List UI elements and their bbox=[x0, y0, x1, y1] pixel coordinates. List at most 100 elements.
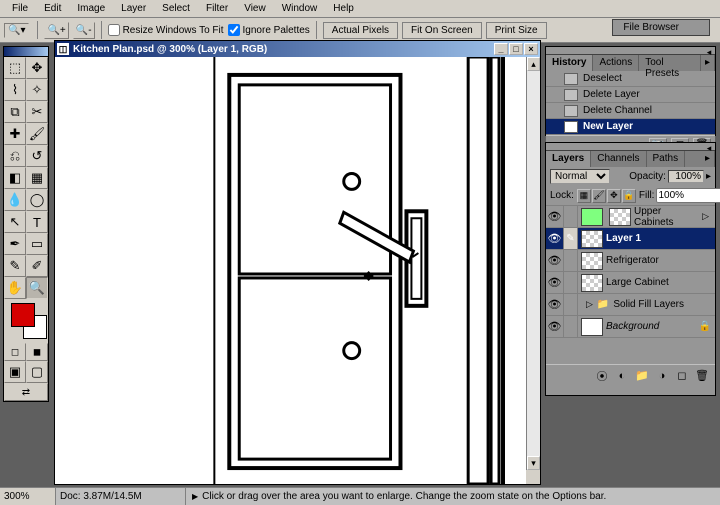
layer-row-folder[interactable]: 👁 ▷ 📁 Solid Fill Layers bbox=[546, 294, 715, 316]
zoom-in-icon[interactable]: 🔍+ bbox=[44, 22, 68, 39]
stamp-tool[interactable]: ⎌ bbox=[4, 145, 26, 167]
heal-tool[interactable]: ✚ bbox=[4, 123, 26, 145]
lock-move-icon[interactable]: ✥ bbox=[607, 189, 621, 203]
type-tool[interactable]: T bbox=[26, 211, 48, 233]
menu-select[interactable]: Select bbox=[154, 1, 198, 16]
visibility-icon[interactable]: 👁 bbox=[546, 250, 564, 271]
visibility-icon[interactable]: 👁 bbox=[546, 316, 564, 337]
foreground-color-swatch[interactable] bbox=[11, 303, 35, 327]
zoom-tool-indicator[interactable]: 🔍▾ bbox=[4, 23, 29, 38]
lock-all-icon[interactable]: 🔒 bbox=[622, 189, 636, 203]
menu-window[interactable]: Window bbox=[274, 1, 326, 16]
layer-mask-thumb[interactable] bbox=[609, 208, 631, 226]
layer-row-active[interactable]: 👁✎ Layer 1 bbox=[546, 228, 715, 250]
brush-tool[interactable]: 🖌 bbox=[26, 123, 48, 145]
scroll-down-button[interactable]: ▾ bbox=[527, 456, 540, 470]
layer-thumb[interactable] bbox=[581, 208, 603, 226]
pen-tool[interactable]: ✒ bbox=[4, 233, 26, 255]
delete-layer-icon[interactable]: 🗑 bbox=[693, 368, 711, 384]
move-tool[interactable]: ✥ bbox=[26, 57, 48, 79]
close-button[interactable]: × bbox=[524, 43, 538, 55]
status-doc-size[interactable]: Doc: 3.87M/14.5M bbox=[56, 488, 186, 505]
canvas-area[interactable] bbox=[55, 57, 526, 484]
notes-tool[interactable]: ✎ bbox=[4, 255, 26, 277]
layer-row[interactable]: 👁 Refrigerator bbox=[546, 250, 715, 272]
lasso-tool[interactable]: ⌇ bbox=[4, 79, 26, 101]
layer-set-icon[interactable]: 📁 bbox=[633, 368, 651, 384]
layer-thumb[interactable] bbox=[581, 230, 603, 248]
opacity-input[interactable] bbox=[668, 170, 704, 183]
menu-edit[interactable]: Edit bbox=[36, 1, 69, 16]
gradient-tool[interactable]: ▦ bbox=[26, 167, 48, 189]
layers-tab[interactable]: Layers bbox=[546, 151, 591, 167]
resize-windows-checkbox[interactable]: Resize Windows To Fit bbox=[108, 24, 224, 36]
layer-row[interactable]: 👁 Upper Cabinets ▷ bbox=[546, 206, 715, 228]
minimize-button[interactable]: _ bbox=[494, 43, 508, 55]
layer-row[interactable]: 👁 Background 🔒 bbox=[546, 316, 715, 338]
color-swatches[interactable] bbox=[8, 303, 44, 339]
menu-help[interactable]: Help bbox=[325, 1, 362, 16]
hand-tool[interactable]: ✋ bbox=[4, 277, 26, 299]
layer-style-icon[interactable]: ⦿ bbox=[593, 368, 611, 384]
status-zoom[interactable]: 300% bbox=[0, 488, 56, 505]
tool-presets-tab[interactable]: Tool Presets bbox=[639, 55, 701, 71]
visibility-icon[interactable]: 👁 bbox=[546, 272, 564, 293]
layer-row[interactable]: 👁 Large Cabinet bbox=[546, 272, 715, 294]
history-item-active[interactable]: New Layer bbox=[546, 119, 715, 135]
lock-paint-icon[interactable]: 🖌 bbox=[592, 189, 606, 203]
slice-tool[interactable]: ✂ bbox=[26, 101, 48, 123]
shape-tool[interactable]: ▭ bbox=[26, 233, 48, 255]
channels-tab[interactable]: Channels bbox=[591, 151, 646, 167]
history-item[interactable]: Delete Layer bbox=[546, 87, 715, 103]
folder-toggle-icon[interactable]: ▷ bbox=[586, 299, 593, 310]
layer-thumb[interactable] bbox=[581, 252, 603, 270]
opacity-arrow-icon[interactable]: ▸ bbox=[706, 171, 711, 182]
file-browser-tab[interactable]: File Browser bbox=[612, 19, 710, 36]
visibility-icon[interactable]: 👁 bbox=[546, 206, 564, 227]
jump-to[interactable]: ⇄ bbox=[4, 383, 48, 401]
layer-thumb[interactable] bbox=[581, 318, 603, 336]
print-size-button[interactable]: Print Size bbox=[486, 22, 547, 39]
layers-menu-icon[interactable]: ▸ bbox=[701, 151, 715, 167]
marquee-tool[interactable]: ⬚ bbox=[4, 57, 26, 79]
eraser-tool[interactable]: ◧ bbox=[4, 167, 26, 189]
maximize-button[interactable]: □ bbox=[509, 43, 523, 55]
paths-tab[interactable]: Paths bbox=[647, 151, 686, 167]
menu-file[interactable]: File bbox=[4, 1, 36, 16]
history-brush-tool[interactable]: ↺ bbox=[26, 145, 48, 167]
zoom-tool[interactable]: 🔍 bbox=[26, 277, 48, 299]
history-item[interactable]: Deselect bbox=[546, 71, 715, 87]
menu-layer[interactable]: Layer bbox=[113, 1, 154, 16]
ignore-palettes-checkbox[interactable]: Ignore Palettes bbox=[228, 24, 310, 36]
layers-panel-close[interactable]: ◂ bbox=[703, 143, 715, 150]
vertical-scrollbar[interactable]: ▴ ▾ bbox=[526, 57, 540, 470]
menu-image[interactable]: Image bbox=[69, 1, 113, 16]
menu-filter[interactable]: Filter bbox=[198, 1, 236, 16]
new-layer-icon[interactable]: ◻ bbox=[673, 368, 691, 384]
crop-tool[interactable]: ⧉ bbox=[4, 101, 26, 123]
dodge-tool[interactable]: ◯ bbox=[26, 189, 48, 211]
blur-tool[interactable]: 💧 bbox=[4, 189, 26, 211]
history-panel-close[interactable]: ◂ bbox=[703, 47, 715, 54]
actual-pixels-button[interactable]: Actual Pixels bbox=[323, 22, 398, 39]
history-menu-icon[interactable]: ▸ bbox=[701, 55, 715, 71]
visibility-icon[interactable]: 👁 bbox=[546, 294, 564, 315]
zoom-out-icon[interactable]: 🔍- bbox=[73, 22, 95, 39]
blend-mode-select[interactable]: Normal bbox=[550, 169, 610, 184]
adjustment-layer-icon[interactable]: ◑ bbox=[653, 368, 671, 384]
visibility-icon[interactable]: 👁 bbox=[546, 228, 564, 249]
wand-tool[interactable]: ✧ bbox=[26, 79, 48, 101]
screen-mode-1[interactable]: ▣ bbox=[4, 361, 26, 383]
fx-chevron-icon[interactable]: ▷ bbox=[702, 211, 709, 222]
lock-transparency-icon[interactable]: ▦ bbox=[577, 189, 591, 203]
path-tool[interactable]: ↖ bbox=[4, 211, 26, 233]
quickmask-mode[interactable]: ◼ bbox=[26, 343, 48, 361]
scroll-up-button[interactable]: ▴ bbox=[527, 57, 540, 71]
fit-on-screen-button[interactable]: Fit On Screen bbox=[402, 22, 482, 39]
toolbox-titlebar[interactable] bbox=[4, 47, 48, 57]
document-titlebar[interactable]: ◫ Kitchen Plan.psd @ 300% (Layer 1, RGB)… bbox=[55, 41, 540, 57]
screen-mode-2[interactable]: ▢ bbox=[26, 361, 48, 383]
menu-view[interactable]: View bbox=[236, 1, 274, 16]
layer-thumb[interactable] bbox=[581, 274, 603, 292]
layer-mask-icon[interactable]: ◐ bbox=[613, 368, 631, 384]
